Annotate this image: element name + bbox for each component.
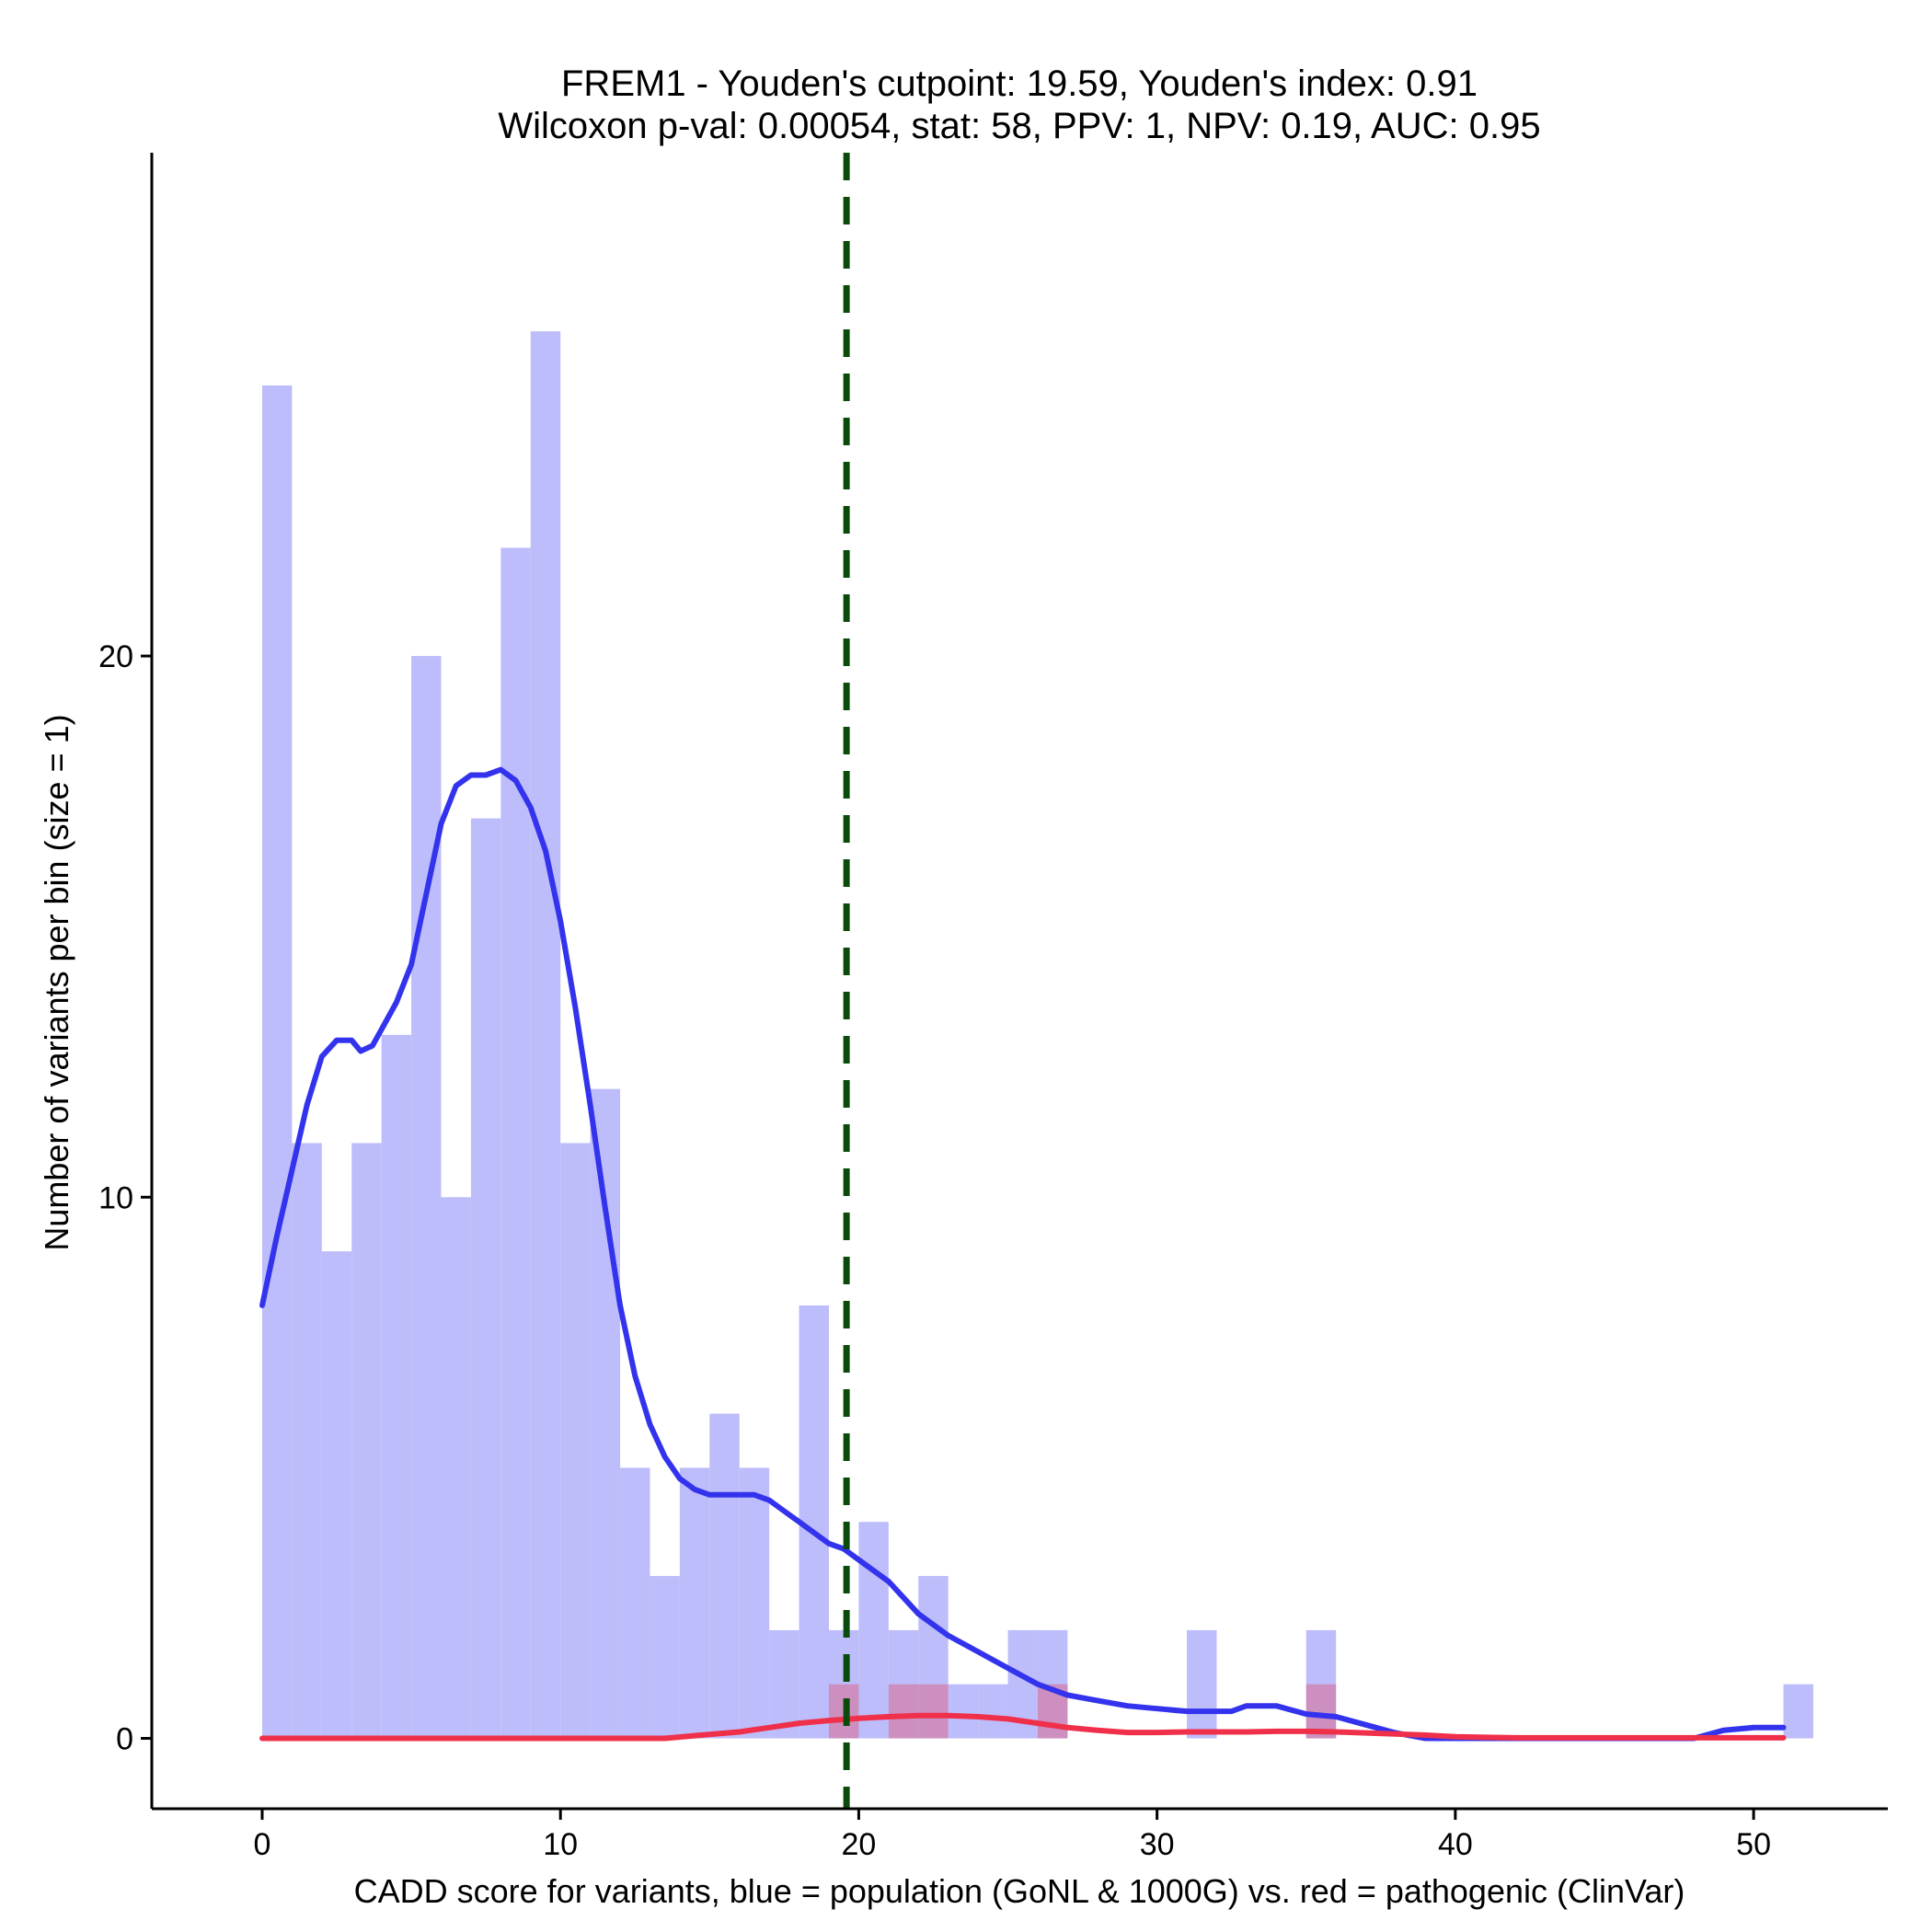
- y-axis-ticks: 0 10 20: [98, 639, 152, 1757]
- population-bar: [381, 1034, 412, 1739]
- population-bar: [411, 656, 442, 1739]
- population-bar: [679, 1467, 710, 1739]
- population-bar: [351, 1143, 382, 1739]
- x-axis-label: CADD score for variants, blue = populati…: [354, 1872, 1685, 1910]
- population-bars: [261, 331, 1813, 1739]
- population-bar: [620, 1467, 650, 1739]
- population-bar: [470, 818, 501, 1739]
- population-bar: [530, 331, 561, 1739]
- pathogenic-bar: [918, 1684, 949, 1739]
- x-tick-label: 50: [1736, 1827, 1771, 1862]
- x-axis-ticks: 0 10 20 30 40 50: [254, 1809, 1771, 1862]
- x-tick-label: 10: [543, 1827, 578, 1862]
- x-tick-label: 40: [1438, 1827, 1473, 1862]
- pathogenic-density-line: [259, 1712, 1787, 1742]
- population-bar: [441, 1197, 471, 1739]
- population-bar: [590, 1088, 621, 1739]
- x-tick-label: 30: [1140, 1827, 1175, 1862]
- population-bar: [560, 1143, 591, 1739]
- population-bar: [321, 1251, 352, 1739]
- population-bar: [650, 1576, 680, 1739]
- x-tick-label: 0: [254, 1827, 271, 1862]
- x-tick-label: 20: [842, 1827, 877, 1862]
- chart-subtitle: Wilcoxon p-val: 0.00054, stat: 58, PPV: …: [498, 106, 1540, 146]
- population-bar: [769, 1629, 799, 1739]
- y-tick-label: 20: [98, 639, 133, 674]
- y-tick-label: 0: [116, 1722, 133, 1757]
- population-bar: [739, 1467, 770, 1739]
- y-tick-label: 10: [98, 1180, 133, 1215]
- population-bar: [500, 547, 531, 1739]
- population-bar: [292, 1143, 322, 1739]
- pathogenic-bar: [888, 1684, 919, 1739]
- population-bar: [1783, 1684, 1813, 1739]
- population-bar: [858, 1522, 889, 1739]
- population-bar: [799, 1305, 829, 1739]
- population-bar: [1187, 1629, 1217, 1739]
- chart-title: FREM1 - Youden's cutpoint: 19.59, Youden…: [561, 63, 1478, 104]
- population-bar: [978, 1684, 1008, 1739]
- population-bar: [709, 1413, 740, 1739]
- population-bar: [948, 1684, 979, 1739]
- y-axis-label: Number of variants per bin (size = 1): [38, 714, 75, 1250]
- population-bar: [261, 385, 293, 1739]
